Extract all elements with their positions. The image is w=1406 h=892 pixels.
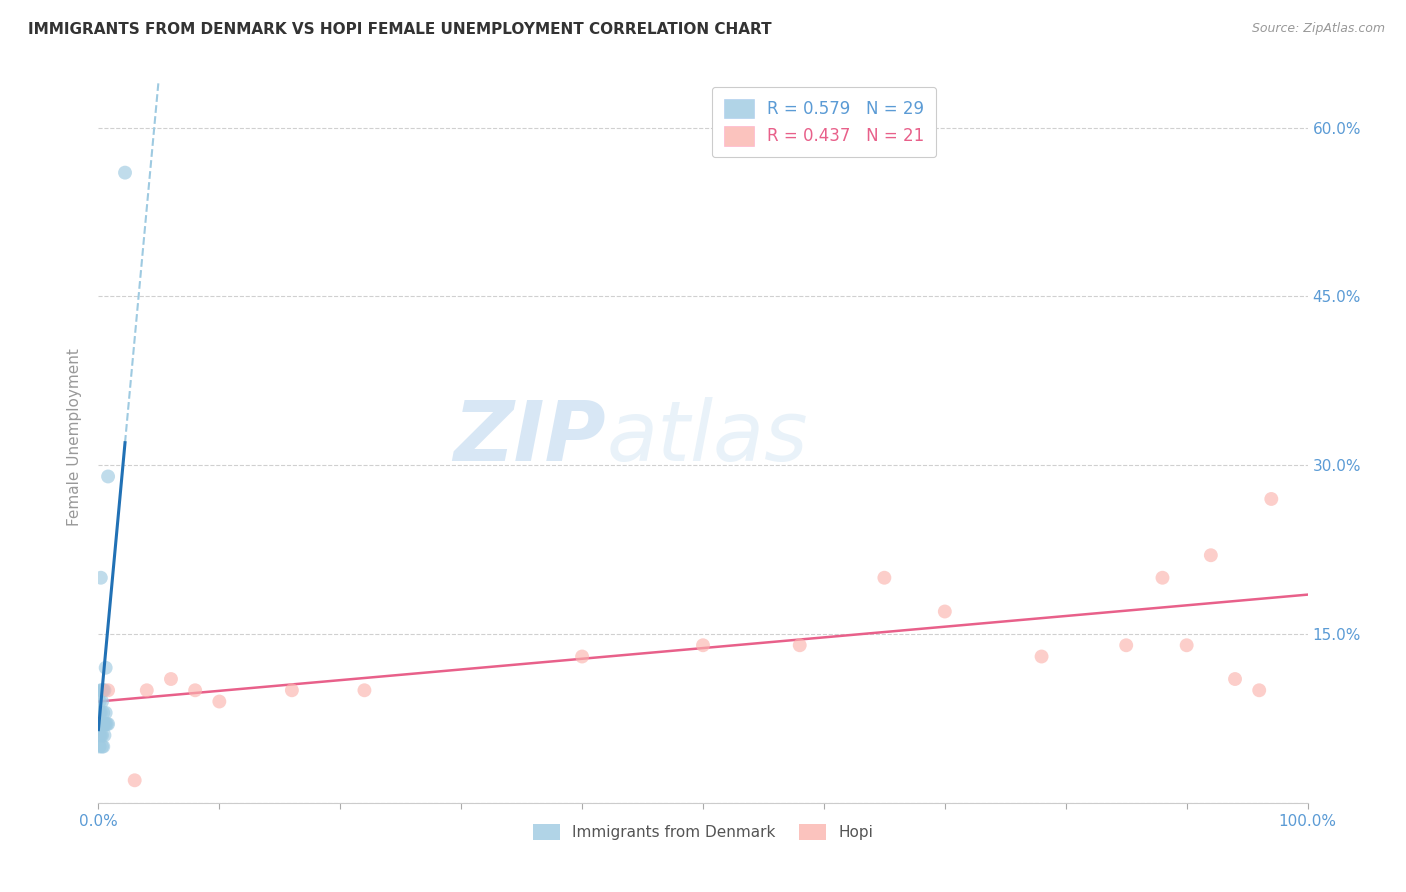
Legend: Immigrants from Denmark, Hopi: Immigrants from Denmark, Hopi: [527, 818, 879, 847]
Point: [281, 683, 304, 698]
Point: [89, 739, 111, 754]
Point: [89, 694, 111, 708]
Point: [93, 683, 115, 698]
Point: [91, 694, 114, 708]
Point: [1260, 491, 1282, 506]
Point: [114, 166, 136, 180]
Point: [353, 683, 375, 698]
Text: IMMIGRANTS FROM DENMARK VS HOPI FEMALE UNEMPLOYMENT CORRELATION CHART: IMMIGRANTS FROM DENMARK VS HOPI FEMALE U…: [28, 22, 772, 37]
Point: [94, 717, 117, 731]
Point: [91, 717, 114, 731]
Point: [93, 728, 115, 742]
Y-axis label: Female Unemployment: Female Unemployment: [66, 348, 82, 526]
Point: [91, 728, 114, 742]
Text: Source: ZipAtlas.com: Source: ZipAtlas.com: [1251, 22, 1385, 36]
Point: [873, 571, 896, 585]
Point: [89, 728, 111, 742]
Point: [91, 717, 114, 731]
Point: [571, 649, 593, 664]
Point: [1031, 649, 1053, 664]
Point: [90, 706, 112, 720]
Point: [934, 605, 956, 619]
Point: [124, 773, 146, 788]
Point: [160, 672, 183, 686]
Point: [91, 683, 114, 698]
Point: [93, 717, 115, 731]
Point: [90, 683, 112, 698]
Point: [789, 638, 811, 652]
Point: [1223, 672, 1246, 686]
Point: [90, 717, 112, 731]
Point: [94, 661, 117, 675]
Point: [97, 683, 120, 698]
Point: [91, 706, 114, 720]
Point: [1199, 548, 1222, 562]
Point: [91, 683, 114, 698]
Point: [208, 694, 231, 708]
Point: [1152, 571, 1174, 585]
Point: [97, 469, 120, 483]
Point: [91, 739, 114, 754]
Point: [90, 571, 112, 585]
Point: [89, 706, 111, 720]
Point: [135, 683, 157, 698]
Text: ZIP: ZIP: [454, 397, 606, 477]
Point: [91, 739, 114, 754]
Point: [90, 728, 112, 742]
Point: [1115, 638, 1137, 652]
Point: [97, 717, 120, 731]
Point: [96, 717, 118, 731]
Point: [1175, 638, 1198, 652]
Point: [1249, 683, 1271, 698]
Point: [692, 638, 714, 652]
Text: atlas: atlas: [606, 397, 808, 477]
Point: [94, 706, 117, 720]
Point: [89, 717, 111, 731]
Point: [184, 683, 207, 698]
